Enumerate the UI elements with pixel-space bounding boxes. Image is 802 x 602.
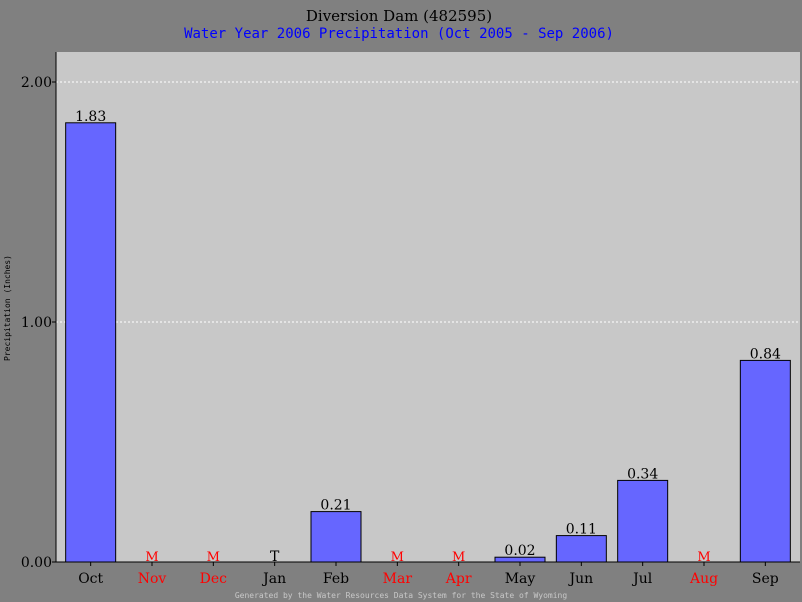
data-label-mar: M (391, 550, 404, 565)
y-axis-ticks: 0.00 1.00 2.00 (21, 75, 56, 571)
x-tick-label-feb: Feb (323, 571, 349, 587)
bar-layer: 1.83 M M T 0.21 M M 0.02 0.11 0.34 M 0.84 (65, 109, 791, 565)
bar-oct (65, 122, 117, 563)
y-tick-label: 0.00 (21, 555, 52, 571)
data-label-jan: T (270, 549, 280, 565)
x-tick-label-jul: Jul (631, 571, 653, 587)
x-tick-label-aug: Aug (689, 571, 718, 587)
bar-sep (739, 359, 791, 563)
data-label-apr: M (452, 550, 465, 565)
x-tick-label-jun: Jun (568, 571, 594, 587)
y-tick-label: 1.00 (21, 315, 52, 331)
data-label-dec: M (207, 550, 220, 565)
data-label-feb: 0.21 (320, 498, 351, 514)
bar-jul (617, 479, 669, 563)
data-label-aug: M (697, 550, 710, 565)
chart-subtitle: Water Year 2006 Precipitation (Oct 2005 … (184, 26, 614, 42)
x-tick-label-jan: Jan (261, 571, 286, 587)
x-tick-label-oct: Oct (78, 571, 103, 587)
y-tick-label: 2.00 (21, 75, 52, 91)
grid-layer (56, 81, 800, 323)
y-axis-label: Precipitation (Inches) (3, 255, 12, 361)
data-label-sep: 0.84 (750, 346, 781, 362)
x-tick-label-mar: Mar (383, 571, 413, 587)
x-axis-ticks: Oct Nov Dec Jan Feb Mar Apr May Jun Jul Aug Sep (78, 562, 779, 587)
x-tick-label-dec: Dec (200, 571, 228, 587)
data-label-jun: 0.11 (566, 522, 597, 538)
chart-title: Diversion Dam (482595) (306, 7, 492, 25)
data-label-jul: 0.34 (627, 466, 658, 482)
bar-feb (310, 511, 362, 563)
x-tick-label-nov: Nov (138, 571, 167, 587)
plot-area (56, 52, 800, 562)
x-tick-label-apr: Apr (445, 571, 472, 587)
data-label-oct: 1.83 (75, 109, 106, 125)
footer-credit: Generated by the Water Resources Data Sy… (235, 591, 568, 600)
bar-jun (555, 535, 607, 563)
data-label-may: 0.02 (504, 543, 535, 559)
x-tick-label-may: May (505, 571, 536, 587)
x-tick-label-sep: Sep (752, 571, 779, 587)
data-label-nov: M (145, 550, 158, 565)
